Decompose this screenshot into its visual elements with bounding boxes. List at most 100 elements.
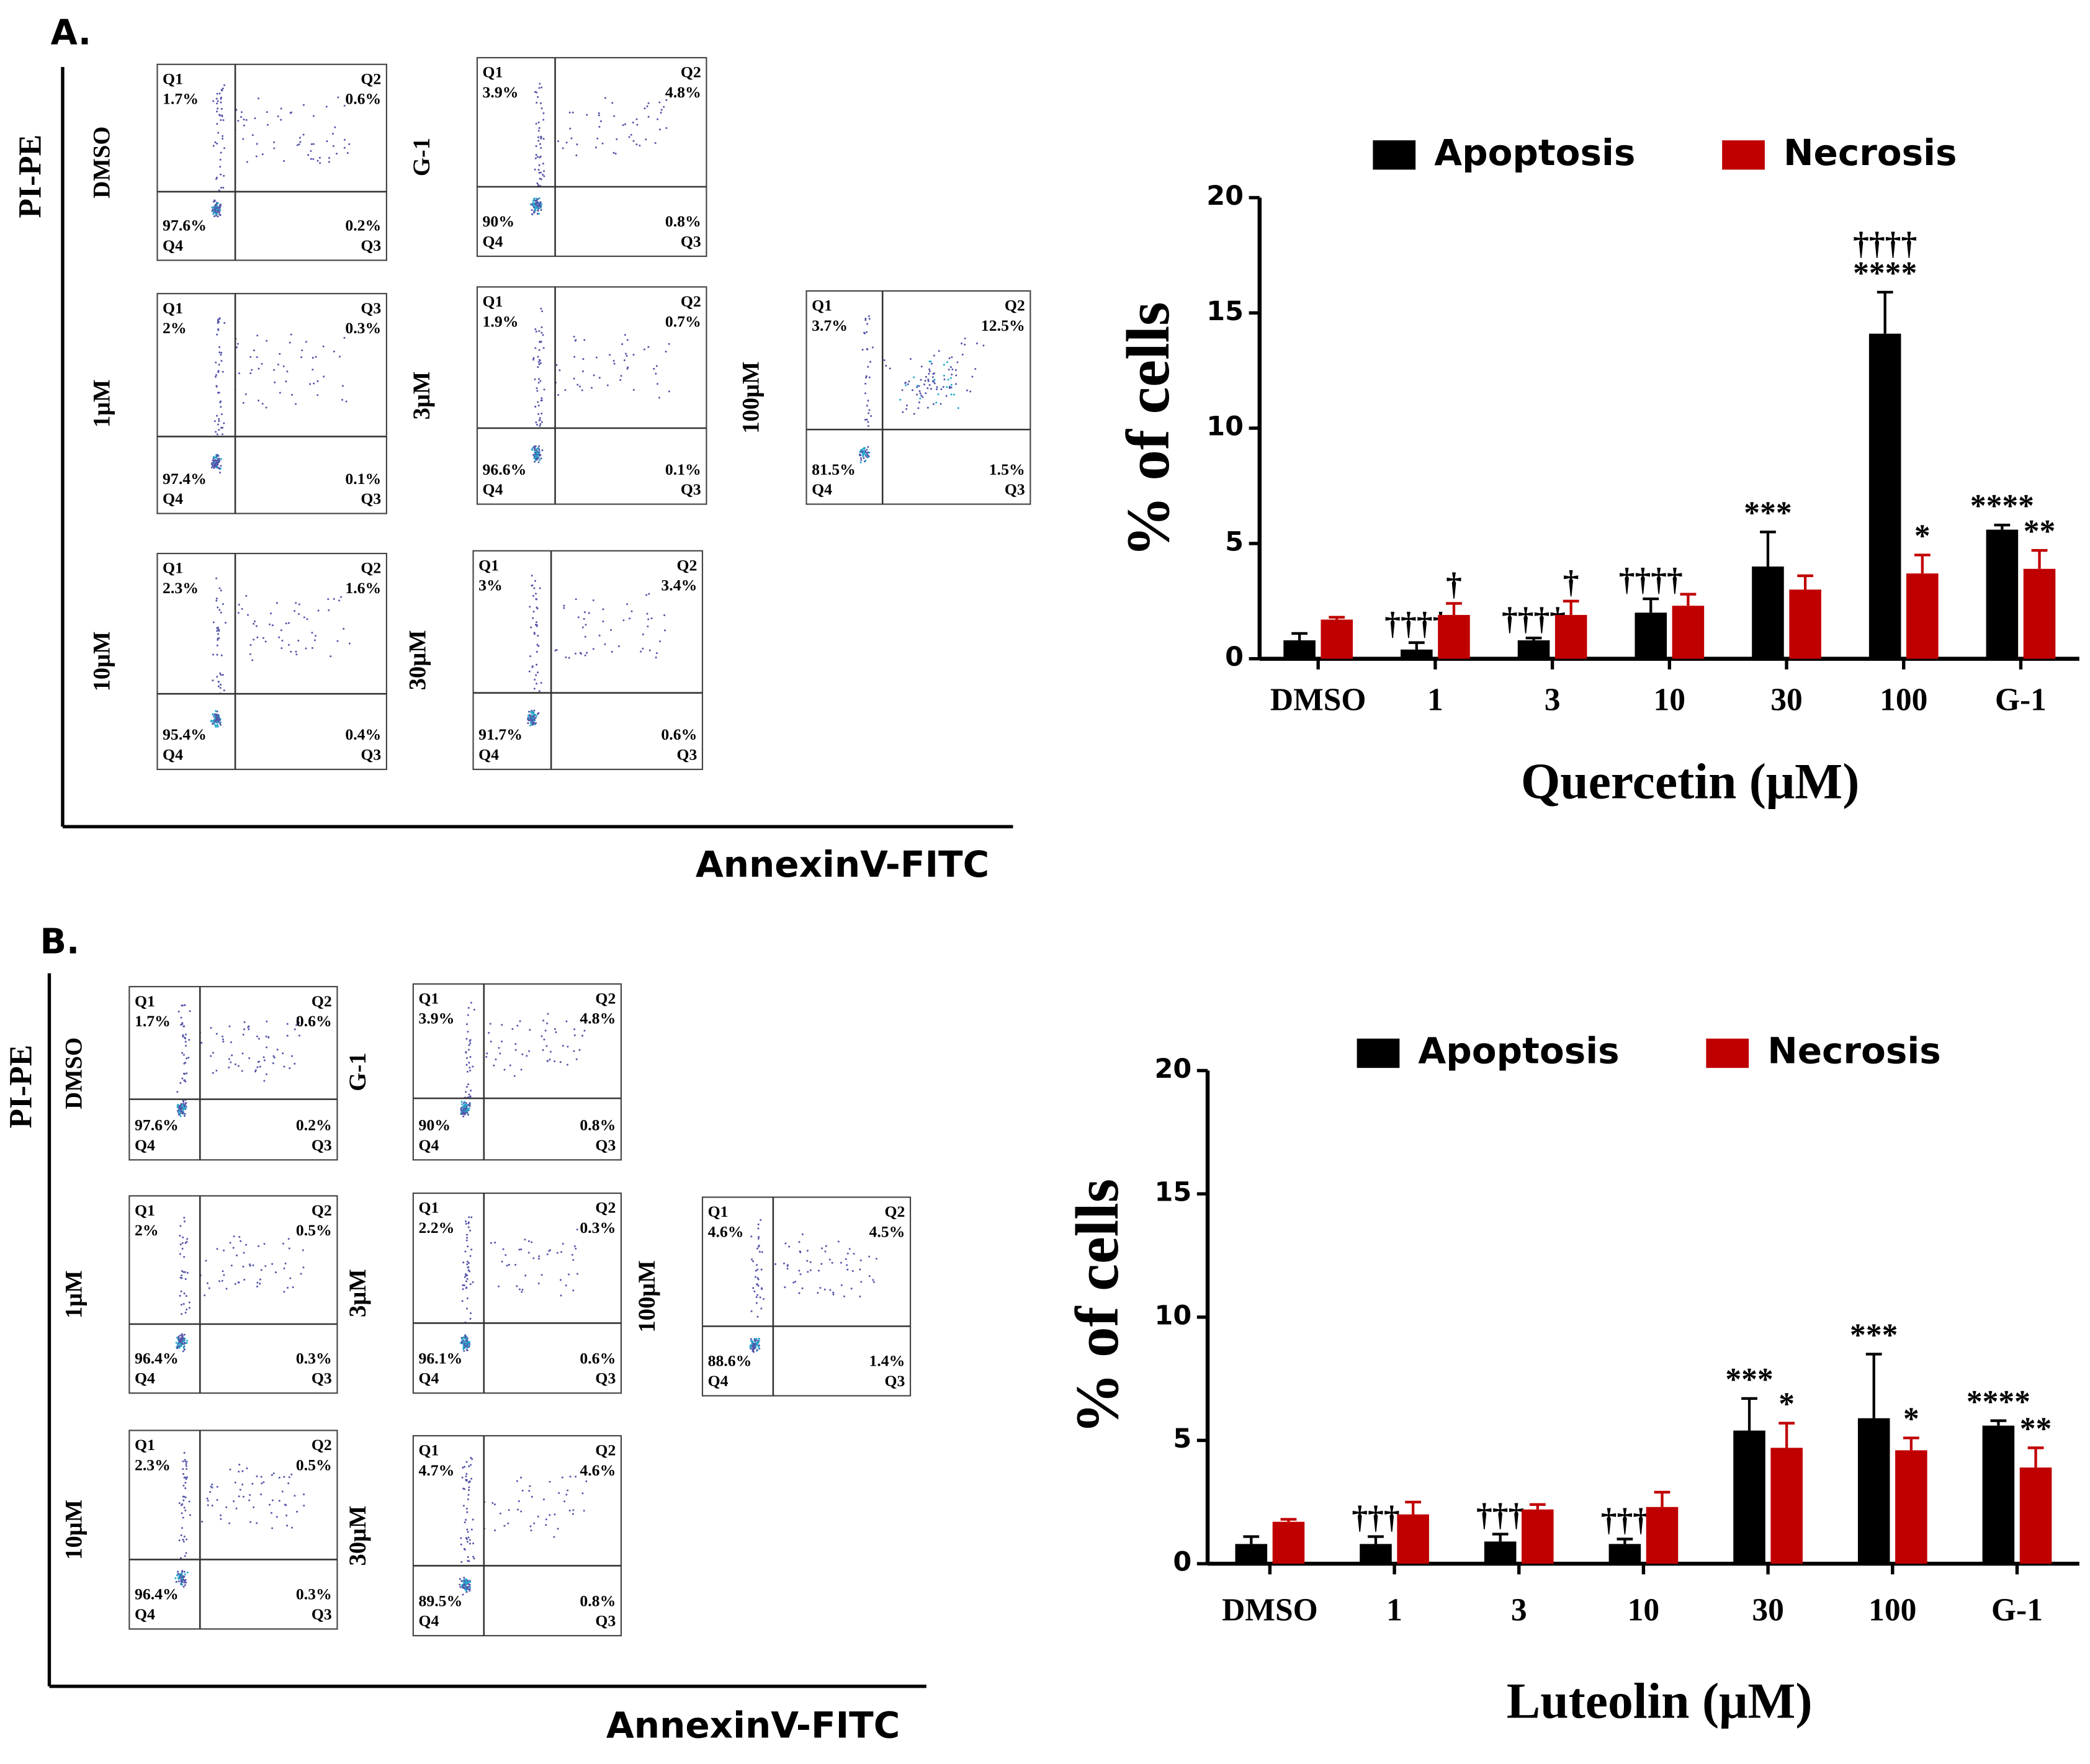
event-dot — [501, 1041, 503, 1043]
event-dot — [269, 623, 271, 625]
event-dot — [574, 339, 576, 342]
event-dot — [297, 639, 300, 642]
event-dot — [647, 625, 649, 628]
event-dot — [204, 1294, 206, 1297]
event-dot — [865, 377, 868, 379]
event-dot — [557, 394, 560, 396]
event-dot — [557, 140, 560, 143]
event-dot — [648, 649, 651, 651]
event-dot — [521, 1053, 524, 1055]
bar — [2019, 1467, 2052, 1564]
event-dot — [540, 107, 543, 110]
event-dot — [278, 1477, 280, 1479]
event-dot — [933, 378, 936, 381]
x-tick-label: G-1 — [1991, 1592, 2043, 1627]
event-dot — [540, 137, 542, 140]
quadrant-percent: 1.9% — [483, 312, 519, 330]
event-dot — [621, 343, 624, 346]
event-dot — [553, 1536, 555, 1538]
event-dot — [183, 1570, 186, 1573]
event-dot — [280, 629, 282, 632]
quadrant-name: Q1 — [135, 1436, 155, 1454]
event-dot — [957, 407, 959, 410]
event-dot — [529, 1485, 531, 1487]
event-dot — [213, 467, 215, 469]
event-dot — [549, 1480, 551, 1483]
event-dot — [212, 213, 215, 215]
event-dot — [846, 1264, 848, 1266]
event-dot — [228, 1522, 231, 1524]
event-dot — [229, 1468, 231, 1471]
event-dot — [569, 127, 572, 130]
event-dot — [215, 715, 218, 717]
event-dot — [469, 1539, 471, 1541]
event-dot — [333, 351, 335, 353]
event-dot — [663, 105, 665, 108]
event-dot — [466, 1297, 469, 1300]
event-dot — [217, 207, 220, 209]
event-dot — [536, 423, 538, 426]
event-dot — [212, 465, 214, 467]
event-dot — [184, 1041, 187, 1043]
event-dot — [626, 354, 628, 357]
event-dot — [946, 361, 949, 364]
quadrant-name: Q3 — [361, 490, 381, 508]
bar — [1517, 640, 1550, 659]
y-tick-label: 5 — [1225, 526, 1244, 557]
event-dot — [534, 717, 537, 719]
event-dot — [863, 447, 866, 450]
event-dot — [462, 1580, 465, 1582]
event-dot — [610, 629, 612, 631]
event-dot — [560, 1279, 562, 1281]
event-dot — [184, 1487, 187, 1490]
event-dot — [539, 177, 541, 180]
event-dot — [501, 1260, 503, 1263]
event-dot — [537, 635, 539, 637]
event-dot — [216, 716, 218, 719]
event-dot — [279, 352, 281, 355]
event-dot — [573, 356, 576, 358]
event-dot — [916, 385, 919, 387]
event-dot — [183, 1476, 186, 1479]
event-dot — [217, 638, 219, 641]
event-dot — [920, 378, 922, 381]
event-dot — [464, 1582, 467, 1584]
quadrant-percent: 4.8% — [580, 1010, 616, 1028]
event-dot — [182, 1072, 185, 1075]
event-dot — [286, 1524, 289, 1527]
quadrant-name: Q1 — [418, 1441, 439, 1459]
event-dot — [264, 640, 267, 643]
event-dot — [462, 1342, 465, 1345]
quadrant-name: Q2 — [595, 1199, 616, 1217]
event-dot — [469, 1042, 472, 1044]
event-dot — [247, 1026, 249, 1028]
quadrant-name: Q4 — [708, 1372, 729, 1390]
event-dot — [467, 1493, 470, 1496]
event-dot — [801, 1233, 804, 1235]
event-dot — [220, 723, 222, 726]
event-dot — [755, 1338, 758, 1340]
event-dot — [181, 1572, 183, 1575]
event-dot — [581, 626, 584, 629]
event-dot — [751, 1341, 754, 1343]
plot-frame — [701, 1196, 912, 1397]
event-dot — [539, 362, 542, 364]
event-dot — [184, 1459, 186, 1461]
event-dot — [642, 647, 644, 650]
plot-frame — [412, 1435, 622, 1637]
event-dot — [260, 1269, 262, 1271]
y-axis-title: % of cells — [1115, 302, 1182, 557]
event-dot — [256, 1281, 259, 1284]
event-dot — [579, 385, 581, 388]
event-dot — [572, 1259, 575, 1261]
quadrant-name: Q1 — [163, 299, 183, 317]
event-dot — [595, 356, 598, 359]
event-dot — [280, 119, 282, 121]
event-dot — [913, 413, 915, 415]
event-dot — [508, 1509, 510, 1511]
event-dot — [242, 401, 244, 404]
event-dot — [183, 1004, 186, 1006]
event-dot — [256, 1475, 258, 1477]
event-dot — [460, 1543, 462, 1546]
event-dot — [539, 201, 542, 204]
